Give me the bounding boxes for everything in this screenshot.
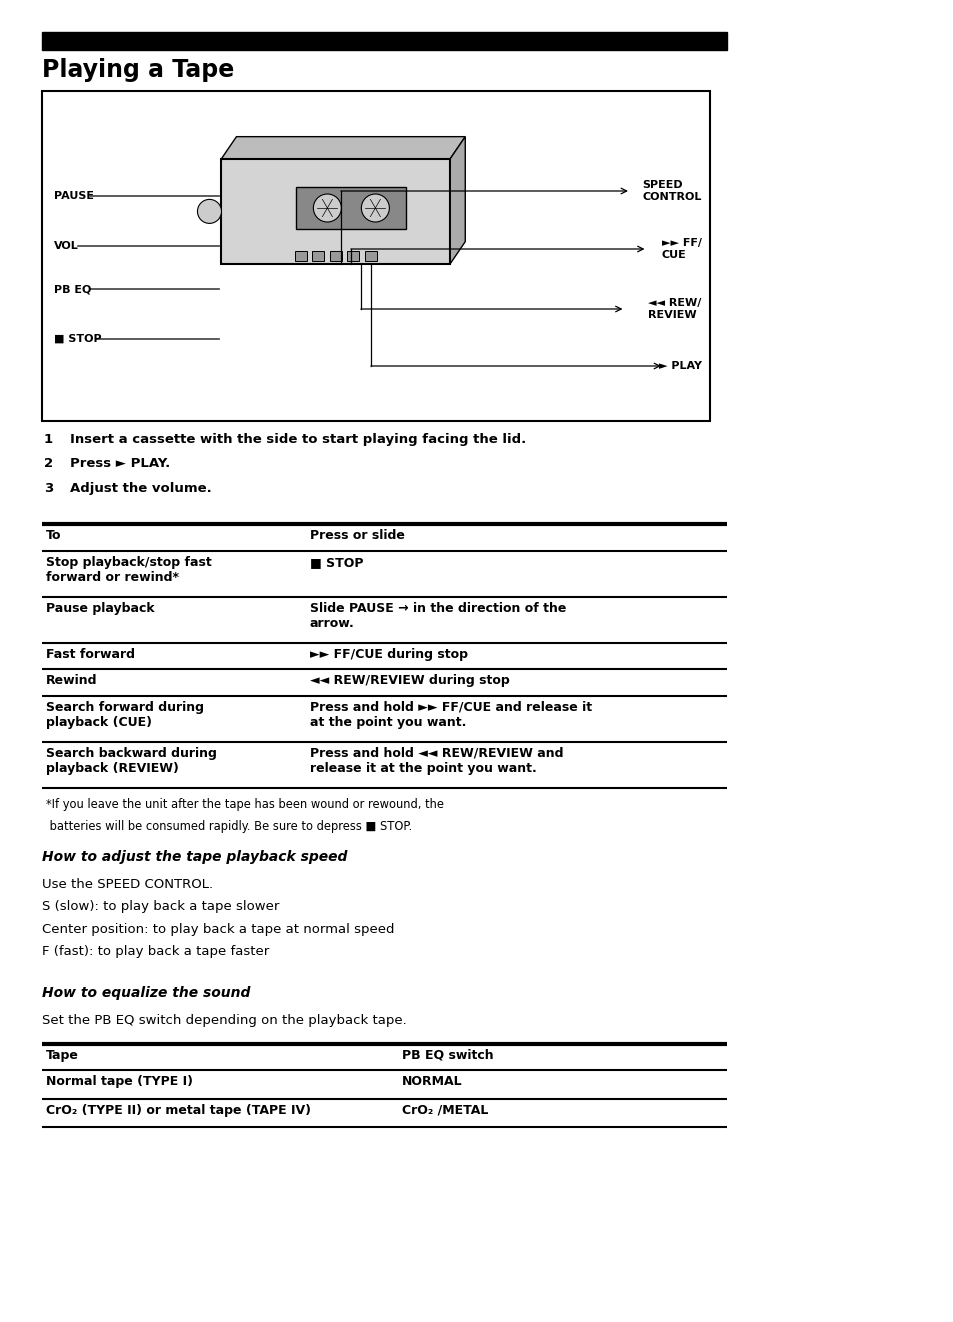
Text: ◄◄ REW/
REVIEW: ◄◄ REW/ REVIEW: [648, 299, 701, 320]
Text: Press or slide: Press or slide: [310, 530, 404, 542]
Text: NORMAL: NORMAL: [402, 1076, 462, 1088]
Text: Fast forward: Fast forward: [46, 648, 135, 661]
Text: ► PLAY: ► PLAY: [659, 361, 701, 371]
Text: SPEED
CONTROL: SPEED CONTROL: [641, 180, 701, 202]
Text: 2: 2: [44, 457, 53, 471]
Polygon shape: [450, 136, 465, 263]
Bar: [312, 251, 324, 262]
Text: Normal tape (TYPE I): Normal tape (TYPE I): [46, 1076, 193, 1088]
Bar: [42, 91, 709, 420]
Text: How to adjust the tape playback speed: How to adjust the tape playback speed: [42, 850, 347, 865]
Text: 1: 1: [44, 434, 53, 446]
Text: ■ STOP: ■ STOP: [310, 557, 363, 568]
Text: Center position: to play back a tape at normal speed: Center position: to play back a tape at …: [42, 923, 395, 936]
Text: PB EQ: PB EQ: [54, 284, 91, 293]
Bar: [294, 251, 307, 262]
Text: Tape: Tape: [46, 1048, 79, 1062]
Text: 3: 3: [44, 483, 53, 494]
Text: Insert a cassette with the side to start playing facing the lid.: Insert a cassette with the side to start…: [70, 434, 526, 446]
Text: Pause playback: Pause playback: [46, 602, 154, 615]
Text: Playing a Tape: Playing a Tape: [42, 58, 234, 82]
Text: Search forward during
playback (CUE): Search forward during playback (CUE): [46, 701, 204, 728]
Text: Use the SPEED CONTROL.: Use the SPEED CONTROL.: [42, 878, 213, 891]
Text: Set the PB EQ switch depending on the playback tape.: Set the PB EQ switch depending on the pl…: [42, 1014, 406, 1027]
Text: To: To: [46, 530, 61, 542]
Text: *If you leave the unit after the tape has been wound or rewound, the: *If you leave the unit after the tape ha…: [46, 798, 443, 810]
Text: Search backward during
playback (REVIEW): Search backward during playback (REVIEW): [46, 747, 216, 775]
Bar: [42, 32, 726, 50]
Text: ◄◄ REW/REVIEW during stop: ◄◄ REW/REVIEW during stop: [310, 674, 509, 687]
Text: PAUSE: PAUSE: [54, 190, 94, 201]
Text: How to equalize the sound: How to equalize the sound: [42, 986, 250, 999]
Text: CrO₂ /METAL: CrO₂ /METAL: [402, 1104, 488, 1117]
Text: Press and hold ◄◄ REW/REVIEW and
release it at the point you want.: Press and hold ◄◄ REW/REVIEW and release…: [310, 747, 562, 775]
Text: PB EQ switch: PB EQ switch: [402, 1048, 494, 1062]
Text: ■ STOP: ■ STOP: [54, 334, 102, 344]
Text: Slide PAUSE → in the direction of the
arrow.: Slide PAUSE → in the direction of the ar…: [310, 602, 565, 631]
Polygon shape: [221, 159, 450, 263]
Text: Press ► PLAY.: Press ► PLAY.: [70, 457, 170, 471]
Circle shape: [197, 200, 221, 223]
Text: ►► FF/
CUE: ►► FF/ CUE: [661, 238, 701, 260]
Text: S (slow): to play back a tape slower: S (slow): to play back a tape slower: [42, 900, 279, 914]
Bar: [330, 251, 341, 262]
Bar: [296, 186, 406, 229]
Text: F (fast): to play back a tape faster: F (fast): to play back a tape faster: [42, 945, 269, 958]
Text: Press and hold ►► FF/CUE and release it
at the point you want.: Press and hold ►► FF/CUE and release it …: [310, 701, 591, 728]
Text: VOL: VOL: [54, 241, 79, 251]
Bar: [347, 251, 359, 262]
Text: CrO₂ (TYPE II) or metal tape (TAPE IV): CrO₂ (TYPE II) or metal tape (TAPE IV): [46, 1104, 311, 1117]
Text: ►► FF/CUE during stop: ►► FF/CUE during stop: [310, 648, 467, 661]
Text: Rewind: Rewind: [46, 674, 97, 687]
Polygon shape: [221, 136, 465, 159]
Circle shape: [361, 194, 389, 222]
Text: batteries will be consumed rapidly. Be sure to depress ■ STOP.: batteries will be consumed rapidly. Be s…: [46, 820, 412, 833]
Bar: [364, 251, 376, 262]
Text: Stop playback/stop fast
forward or rewind*: Stop playback/stop fast forward or rewin…: [46, 557, 212, 584]
Circle shape: [313, 194, 341, 222]
Text: Adjust the volume.: Adjust the volume.: [70, 483, 212, 494]
